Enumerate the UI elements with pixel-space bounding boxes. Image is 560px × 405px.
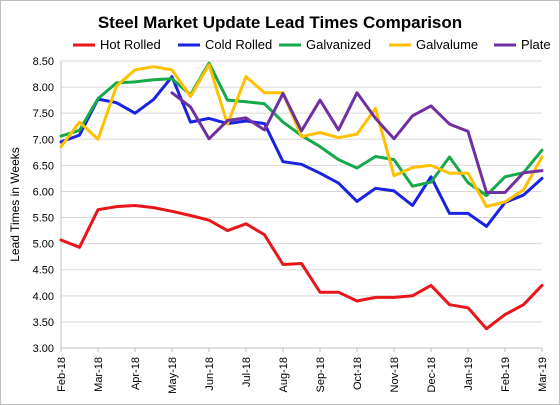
y-tick-label: 8.00 bbox=[33, 82, 54, 94]
series-line-hot-rolled bbox=[59, 204, 544, 331]
legend-item: Cold Rolled bbox=[178, 37, 272, 52]
legend-label: Cold Rolled bbox=[205, 37, 272, 52]
legend: Hot Rolled Cold Rolled Galvanized Galvalume… bbox=[73, 37, 551, 52]
y-tick-label: 4.50 bbox=[33, 265, 54, 277]
x-tick-label: Jun-18 bbox=[204, 357, 216, 391]
y-tick-label: 6.00 bbox=[33, 186, 54, 198]
legend-item: Galvanized bbox=[279, 37, 371, 52]
y-tick-label: 7.50 bbox=[33, 108, 54, 120]
y-tick-label: 6.50 bbox=[33, 160, 54, 172]
y-axis-label: Lead Times in Weeks bbox=[8, 147, 22, 262]
y-tick-label: 8.50 bbox=[33, 56, 54, 68]
y-tick-label: 7.00 bbox=[33, 134, 54, 146]
y-axis-ticks: 3.00 3.50 4.00 4.50 5.00 5.50 6.00 6.50 7.00 7.50… bbox=[33, 56, 54, 355]
series-line-galvalume bbox=[59, 63, 544, 209]
legend-label: Galvalume bbox=[416, 37, 478, 52]
legend-label: Galvanized bbox=[306, 37, 371, 52]
y-tick-label: 5.50 bbox=[33, 213, 54, 225]
x-tick-label: Jul-18 bbox=[241, 357, 253, 387]
legend-label: Plate bbox=[521, 37, 551, 52]
series-line-cold-rolled bbox=[59, 75, 544, 228]
x-tick-label: Apr-18 bbox=[130, 357, 142, 390]
series-line-plate bbox=[170, 91, 544, 194]
chart-title: Steel Market Update Lead Times Compariso… bbox=[98, 13, 462, 32]
x-tick-label: Dec-18 bbox=[426, 357, 438, 392]
x-tick-label: Sep-18 bbox=[315, 357, 327, 392]
x-tick-label: Nov-18 bbox=[389, 357, 401, 392]
legend-item: Galvalume bbox=[389, 37, 478, 52]
x-tick-label: Aug-18 bbox=[278, 357, 290, 392]
x-tick-label: Feb-19 bbox=[500, 357, 512, 392]
legend-item: Hot Rolled bbox=[73, 37, 161, 52]
x-tick-label: Oct-18 bbox=[352, 357, 364, 390]
y-tick-label: 4.00 bbox=[33, 291, 54, 303]
legend-item: Plate bbox=[494, 37, 551, 52]
legend-label: Hot Rolled bbox=[100, 37, 161, 52]
y-tick-label: 5.00 bbox=[33, 239, 54, 251]
gridlines bbox=[61, 60, 542, 323]
series-lines bbox=[59, 61, 544, 331]
x-tick-label: Mar-19 bbox=[537, 357, 549, 392]
x-axis-ticks: Feb-18 Mar-18 Apr-18 May-18 Jun-18 Jul-18 Aug-… bbox=[56, 348, 549, 394]
x-tick-label: May-18 bbox=[167, 357, 179, 394]
x-tick-label: Feb-18 bbox=[56, 357, 68, 392]
y-tick-label: 3.00 bbox=[33, 343, 54, 355]
y-tick-label: 3.50 bbox=[33, 317, 54, 329]
x-tick-label: Mar-18 bbox=[93, 357, 105, 392]
x-tick-label: Jan-19 bbox=[463, 357, 475, 391]
